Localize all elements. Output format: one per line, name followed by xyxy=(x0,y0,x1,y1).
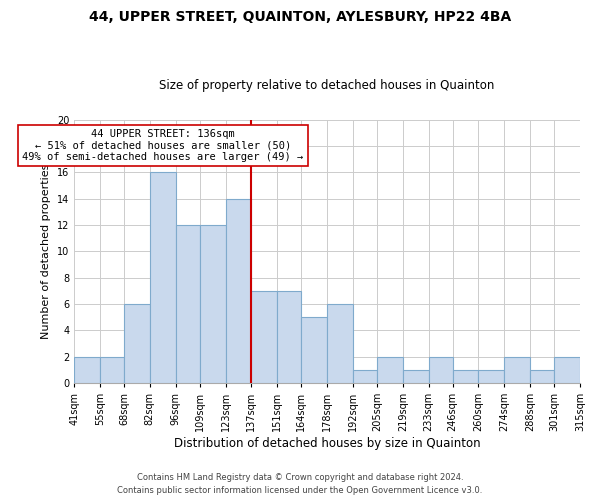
Bar xyxy=(74,356,100,383)
Bar xyxy=(403,370,428,383)
Bar xyxy=(100,356,124,383)
Bar xyxy=(530,370,554,383)
Text: 44, UPPER STREET, QUAINTON, AYLESBURY, HP22 4BA: 44, UPPER STREET, QUAINTON, AYLESBURY, H… xyxy=(89,10,511,24)
Bar xyxy=(176,225,200,383)
Bar xyxy=(452,370,478,383)
Bar xyxy=(124,304,150,383)
Text: Contains HM Land Registry data © Crown copyright and database right 2024.
Contai: Contains HM Land Registry data © Crown c… xyxy=(118,474,482,495)
Bar xyxy=(478,370,505,383)
Bar xyxy=(428,356,452,383)
Bar xyxy=(377,356,403,383)
Bar xyxy=(353,370,377,383)
Bar xyxy=(226,198,251,383)
Bar xyxy=(200,225,226,383)
Text: 44 UPPER STREET: 136sqm
← 51% of detached houses are smaller (50)
49% of semi-de: 44 UPPER STREET: 136sqm ← 51% of detache… xyxy=(22,129,304,162)
Bar xyxy=(251,291,277,383)
Bar xyxy=(327,304,353,383)
Y-axis label: Number of detached properties: Number of detached properties xyxy=(41,164,52,339)
Bar xyxy=(277,291,301,383)
X-axis label: Distribution of detached houses by size in Quainton: Distribution of detached houses by size … xyxy=(174,437,481,450)
Bar xyxy=(505,356,530,383)
Bar xyxy=(150,172,176,383)
Bar xyxy=(301,317,327,383)
Bar xyxy=(554,356,580,383)
Title: Size of property relative to detached houses in Quainton: Size of property relative to detached ho… xyxy=(160,79,495,92)
